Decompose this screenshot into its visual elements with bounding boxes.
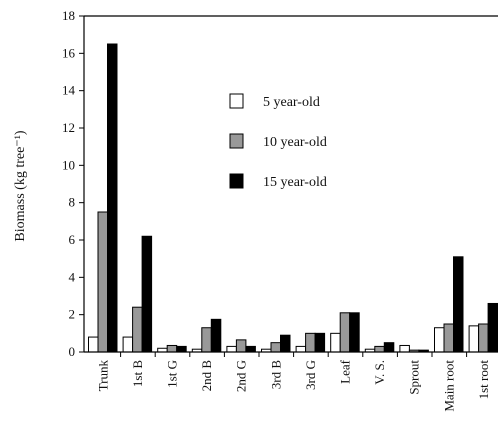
bar-10yr (478, 323, 489, 353)
x-tick-label: 3rd B (268, 360, 283, 390)
bar-10yr (97, 211, 108, 353)
bar-5yr (434, 327, 445, 353)
bar-10yr (235, 339, 247, 353)
bar-10yr (132, 306, 143, 353)
bar-10yr (305, 332, 316, 353)
y-tick-label: 12 (62, 120, 75, 135)
bar-15yr (383, 342, 395, 353)
y-axis: 0 2 4 6 8 10 12 14 16 18 (62, 8, 84, 359)
x-tick-label: 1st G (165, 360, 180, 388)
y-tick-label: 14 (62, 83, 76, 98)
y-tick-label: 10 (62, 157, 75, 172)
y-tick-label: 16 (62, 45, 76, 60)
y-tick-label: 8 (69, 195, 76, 210)
bar-10yr (166, 344, 178, 353)
x-tick-label: Leaf (338, 359, 353, 383)
bar-15yr (245, 345, 256, 353)
x-tick-label: 1st B (130, 360, 145, 387)
x-tick-label: V. S. (372, 360, 387, 385)
x-axis: Trunk 1st B 1st G 2nd B 2nd G 3rd B 3rd G Leaf V… (95, 352, 491, 412)
bar-15yr (487, 302, 498, 353)
bar-5yr (122, 336, 134, 353)
y-tick-label: 4 (69, 269, 76, 284)
bar-15yr (280, 334, 291, 353)
legend-label: 15 year-old (263, 175, 327, 190)
x-tick-label: 2nd G (234, 360, 249, 392)
bar-15yr (210, 318, 222, 353)
legend-label: 10 year-old (263, 135, 327, 150)
bar-5yr (226, 345, 237, 353)
bar-10yr (339, 312, 351, 353)
legend-swatch (229, 133, 244, 149)
x-tick-label: 2nd B (199, 360, 214, 392)
legend-swatch (229, 93, 244, 109)
y-axis-label: Biomass (kg tree⁻¹) (13, 130, 28, 241)
x-tick-label: Main root (441, 360, 456, 412)
y-tick-label: 18 (62, 8, 75, 23)
bar-10yr (443, 323, 454, 353)
bar-5yr (468, 325, 480, 353)
bar-5yr (330, 332, 341, 353)
bar-5yr (399, 344, 410, 353)
bar-15yr (176, 345, 187, 353)
bar-15yr (141, 235, 153, 353)
bars (88, 43, 498, 353)
y-tick-label: 2 (69, 307, 76, 322)
bar-5yr (295, 345, 307, 353)
y-tick-label: 0 (69, 344, 76, 359)
y-tick-label: 6 (69, 232, 76, 247)
legend-swatch (229, 173, 244, 189)
bar-10yr (374, 345, 385, 353)
x-tick-label: 1st root (476, 360, 491, 400)
bar-10yr (270, 342, 281, 353)
bar-15yr (107, 43, 118, 353)
legend: 5 year-old 10 year-old 15 year-old (229, 93, 327, 190)
x-tick-label: Sprout (407, 360, 422, 395)
bar-10yr (201, 327, 212, 353)
bar-15yr (314, 332, 326, 353)
legend-label: 5 year-old (263, 95, 320, 110)
x-tick-label: Trunk (95, 360, 110, 392)
x-tick-label: 3rd G (303, 360, 318, 390)
bar-15yr (349, 312, 360, 353)
bar-5yr (88, 336, 99, 353)
bar-15yr (453, 256, 464, 353)
axes-frame (83, 15, 498, 353)
